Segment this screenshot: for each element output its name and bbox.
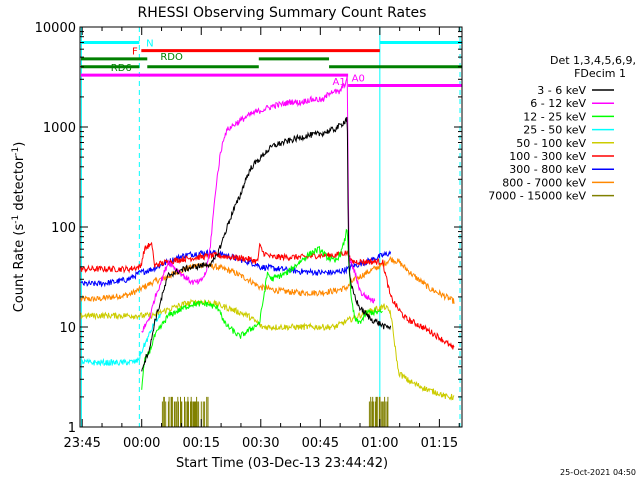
x-axis-label: Start Time (03-Dec-13 23:44:42) <box>176 456 388 471</box>
series-line-300-800-keV <box>80 249 392 288</box>
y-axis-label-part1: Count Rate (s <box>12 224 27 313</box>
y-tick-label: 10 <box>59 321 76 336</box>
x-tick-label: 01:00 <box>361 436 398 451</box>
x-tick-label: 23:45 <box>63 436 100 451</box>
series-line-25-50-keV <box>80 313 161 367</box>
series-line-6-12-keV <box>141 75 376 333</box>
flag-label-rdo: RDO <box>160 52 183 63</box>
legend-header-detectors: Det 1,3,4,5,6,9, <box>550 54 636 67</box>
x-tick-label: 00:45 <box>302 436 339 451</box>
flag-label-f: F <box>132 47 138 58</box>
x-tick-label: 01:15 <box>421 436 458 451</box>
y-axis: 1 10 100 1000 10000 <box>35 21 462 436</box>
legend-label: 50 - 100 keV <box>516 137 586 150</box>
y-tick-label: 1000 <box>43 121 76 136</box>
y-axis-label-sup2: -1 <box>11 147 21 156</box>
y-tick-label: 1 <box>68 421 76 436</box>
y-axis-label-sup1: -1 <box>11 215 21 224</box>
legend-label: 7000 - 15000 keV <box>488 190 586 203</box>
x-tick-label: 00:15 <box>183 436 220 451</box>
series-line-800-7000-keV <box>80 255 455 304</box>
legend-label: 25 - 50 keV <box>523 124 586 137</box>
x-tick-label: 00:00 <box>123 436 160 451</box>
plot-inner <box>80 27 462 427</box>
legend-label: 800 - 7000 keV <box>502 176 586 189</box>
series-line-50-100-keV <box>80 298 455 402</box>
legend-label: 100 - 300 keV <box>509 150 586 163</box>
noise-burst-1 <box>161 396 209 427</box>
y-axis-label-part2: detector <box>12 155 27 215</box>
x-axis: 23:45 00:00 00:15 00:30 00:45 01:00 01:15 <box>63 27 460 451</box>
x-tick-label: 00:30 <box>242 436 279 451</box>
series-line-100-300-keV <box>80 241 455 350</box>
legend-label: 3 - 6 keV <box>537 84 586 97</box>
y-tick-label: 10000 <box>35 21 76 36</box>
series-line-3-6-keV <box>141 116 392 372</box>
series-line-12-25-keV <box>141 228 383 390</box>
footer-timestamp: 25-Oct-2021 04:50 <box>560 468 636 477</box>
legend-label: 300 - 800 keV <box>509 163 586 176</box>
y-tick-label: 100 <box>51 221 76 236</box>
noise-burst-2 <box>368 396 389 427</box>
plot-area: NF RDO RD6 A1 A0 <box>80 27 462 427</box>
flag-label-n: N <box>146 38 153 49</box>
flag-label-a1: A1 <box>333 77 346 88</box>
chart-title: RHESSI Observing Summary Count Rates <box>138 5 427 21</box>
flag-label-rd6: RD6 <box>111 63 132 74</box>
y-axis-label-part3: ) <box>12 142 27 147</box>
flag-label-a0: A0 <box>352 74 365 85</box>
y-axis-label: Count Rate (s-1 detector-1) <box>11 142 27 313</box>
legend-label: 12 - 25 keV <box>523 110 586 123</box>
legend-header-fdecim: FDecim 1 <box>574 67 626 80</box>
legend-label: 6 - 12 keV <box>530 97 586 110</box>
